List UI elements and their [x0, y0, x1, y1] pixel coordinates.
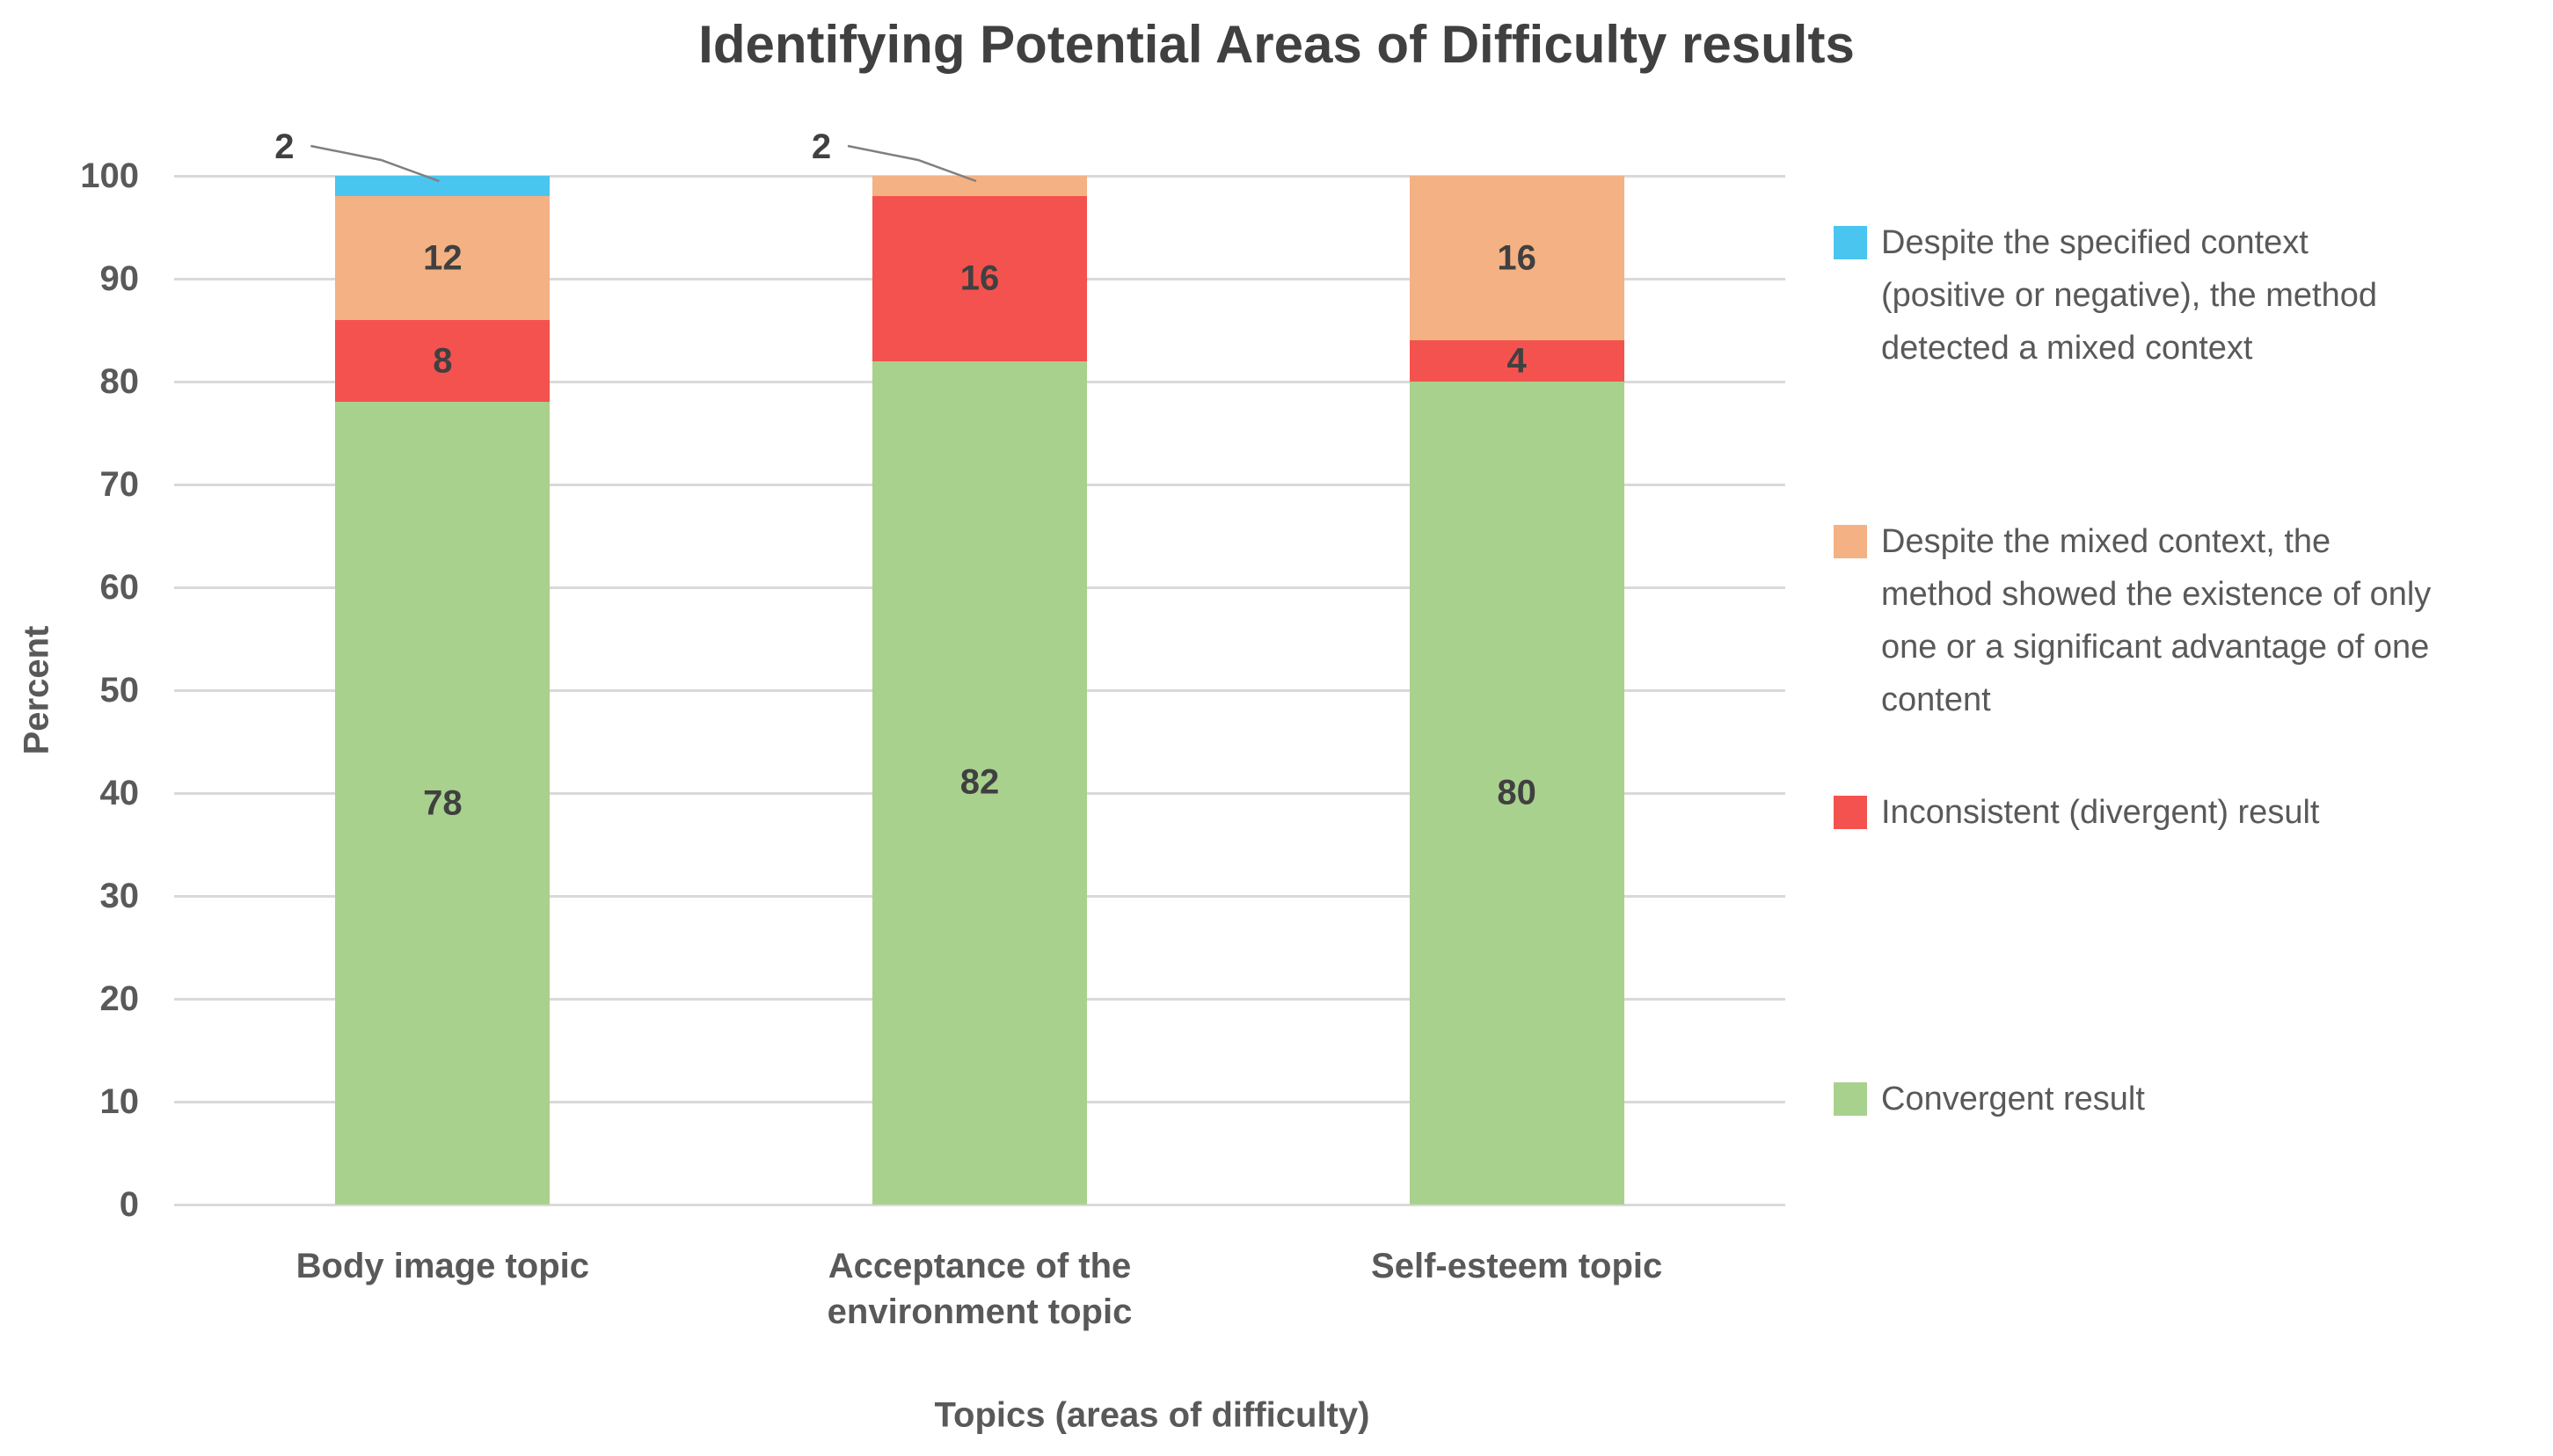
callout-value-label: 2: [274, 127, 294, 166]
x-axis-title: Topics (areas of difficulty): [934, 1395, 1370, 1435]
legend-label: Despite the specified context (positive …: [1881, 224, 2377, 367]
legend-label: Inconsistent (divergent) result: [1881, 794, 2320, 831]
bar-segment: [872, 360, 1087, 1205]
legend-entry: Convergent result: [1834, 1073, 2546, 1125]
bar-segment: [1409, 382, 1624, 1205]
bar-segment: [1409, 176, 1624, 341]
x-category-label: Body image topic: [295, 1247, 590, 1285]
bar-value-label: 16: [1497, 238, 1536, 278]
callout-value-label: 2: [812, 127, 831, 166]
legend-swatch: [1834, 226, 1867, 259]
gridline: [174, 1203, 1785, 1206]
bar-value-label: 78: [423, 783, 463, 823]
y-tick-label: 90: [99, 259, 140, 298]
legend-entry: Inconsistent (divergent) result: [1834, 786, 2546, 839]
bar-segment: [335, 402, 551, 1205]
y-tick-label: 80: [99, 362, 140, 401]
x-category-label: Acceptance of the environment topic: [827, 1247, 1133, 1331]
chart-title: Identifying Potential Areas of Difficult…: [698, 15, 1855, 74]
y-tick-label: 50: [99, 671, 140, 710]
bar-segment: [335, 319, 551, 403]
y-tick-label: 30: [99, 877, 140, 915]
bar-value-label: 12: [423, 238, 463, 278]
bar-value-label: 16: [959, 258, 1000, 298]
bar-value-label: 80: [1497, 773, 1536, 812]
y-tick-label: 10: [99, 1082, 140, 1121]
y-tick-label: 60: [99, 568, 140, 607]
bar-value-label: 82: [959, 762, 1000, 802]
y-tick-label: 100: [80, 157, 139, 195]
bar-segment: [1409, 340, 1624, 382]
y-tick-label: 70: [99, 465, 140, 504]
bar-segment: [872, 176, 1087, 197]
y-tick-label: 40: [99, 774, 140, 812]
legend-swatch: [1834, 796, 1867, 829]
legend-entry: Despite the specified context (positive …: [1834, 216, 2546, 375]
legend-label: Convergent result: [1881, 1081, 2145, 1117]
bar-segment: [872, 196, 1087, 361]
legend-swatch: [1834, 1082, 1867, 1116]
legend-swatch: [1834, 525, 1867, 558]
x-category-label: Self-esteem topic: [1371, 1247, 1663, 1285]
y-tick-label: 20: [99, 979, 140, 1018]
legend-entry: Despite the mixed context, the method sh…: [1834, 515, 2546, 726]
bar-value-label: 4: [1506, 341, 1527, 381]
legend-label: Despite the mixed context, the method sh…: [1881, 523, 2432, 718]
bar-segment: [335, 176, 551, 197]
bar-segment: [335, 196, 551, 320]
y-tick-label: 0: [119, 1185, 139, 1224]
bar-value-label: 8: [433, 341, 453, 381]
